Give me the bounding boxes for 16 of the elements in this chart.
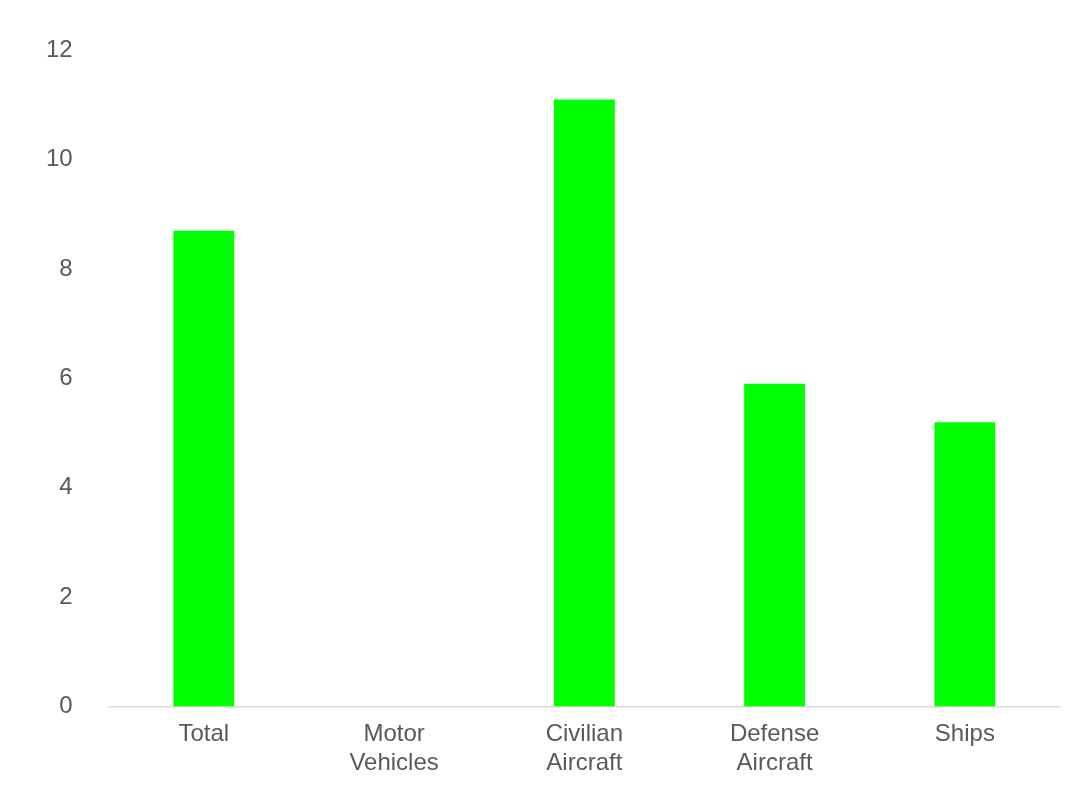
x-tick-label: Civilian Aircraft [545,719,624,776]
x-tick-label: Motor Vehicles [349,719,439,776]
y-tick-label: 2 [59,581,73,609]
bar [744,383,806,707]
bar [553,99,615,707]
y-tick-label: 8 [59,253,73,281]
bar [934,422,996,707]
y-tick-label: 4 [59,472,73,500]
bar [173,230,235,707]
y-tick-label: 0 [59,691,73,719]
x-tick-label: Defense Aircraft [729,719,820,776]
y-tick-label: 12 [45,35,73,63]
x-tick-label: Total [178,719,230,747]
x-tick-label: Ships [934,719,995,747]
y-tick-label: 6 [59,363,73,391]
y-tick-label: 10 [45,144,73,172]
